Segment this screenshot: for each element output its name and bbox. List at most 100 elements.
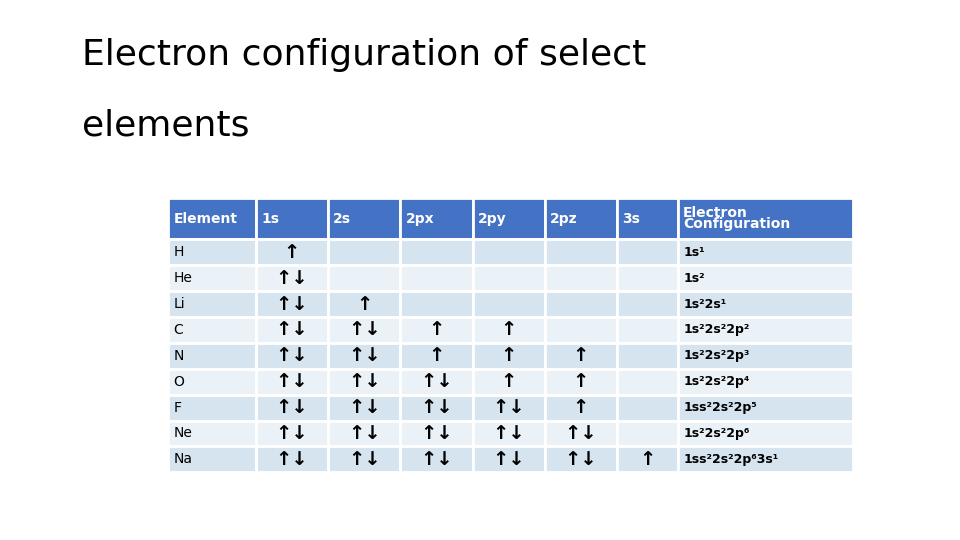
- Text: ↑: ↑: [573, 372, 589, 391]
- Text: Electron: Electron: [684, 206, 748, 220]
- Text: He: He: [174, 271, 192, 285]
- Bar: [255, 198, 328, 239]
- Bar: [617, 317, 678, 343]
- Text: ↑↓: ↑↓: [420, 398, 453, 417]
- Text: ↑: ↑: [573, 346, 589, 365]
- Bar: [545, 369, 617, 395]
- Text: Na: Na: [174, 453, 193, 467]
- Text: 1s²2s²2p³: 1s²2s²2p³: [684, 349, 750, 362]
- Bar: [545, 343, 617, 369]
- Text: ↑: ↑: [500, 346, 516, 365]
- Text: N: N: [174, 349, 184, 363]
- Bar: [328, 395, 400, 421]
- Bar: [400, 421, 472, 447]
- Bar: [545, 317, 617, 343]
- Text: ↑↓: ↑↓: [276, 346, 308, 365]
- Bar: [400, 369, 472, 395]
- Text: Element: Element: [174, 212, 237, 226]
- Text: ↑: ↑: [428, 320, 444, 340]
- Text: ↑↓: ↑↓: [276, 424, 308, 443]
- Bar: [255, 291, 328, 317]
- Bar: [328, 317, 400, 343]
- Text: ↑↓: ↑↓: [348, 450, 380, 469]
- Text: ↑↓: ↑↓: [276, 268, 308, 288]
- Bar: [168, 265, 255, 291]
- Bar: [168, 369, 255, 395]
- Bar: [617, 343, 678, 369]
- Text: elements: elements: [82, 108, 249, 142]
- Bar: [678, 343, 852, 369]
- Bar: [400, 265, 472, 291]
- Text: 2s: 2s: [333, 212, 351, 226]
- Bar: [678, 291, 852, 317]
- Text: Li: Li: [174, 297, 185, 311]
- Bar: [255, 239, 328, 265]
- Text: ↑↓: ↑↓: [348, 346, 380, 365]
- Text: ↑↓: ↑↓: [348, 320, 380, 340]
- Bar: [617, 369, 678, 395]
- Bar: [617, 265, 678, 291]
- Bar: [400, 239, 472, 265]
- Text: ↑↓: ↑↓: [276, 320, 308, 340]
- Text: ↑↓: ↑↓: [564, 450, 597, 469]
- Text: ↑↓: ↑↓: [564, 424, 597, 443]
- Bar: [472, 198, 545, 239]
- Text: ↑: ↑: [500, 372, 516, 391]
- Bar: [328, 369, 400, 395]
- Bar: [400, 395, 472, 421]
- Bar: [472, 265, 545, 291]
- Text: 1s¹: 1s¹: [684, 246, 705, 259]
- Bar: [545, 239, 617, 265]
- Text: ↑↓: ↑↓: [276, 398, 308, 417]
- Text: ↑↓: ↑↓: [276, 372, 308, 391]
- Bar: [400, 317, 472, 343]
- Bar: [617, 198, 678, 239]
- Bar: [328, 343, 400, 369]
- Text: 3s: 3s: [622, 212, 640, 226]
- Text: 2pz: 2pz: [550, 212, 578, 226]
- Bar: [545, 421, 617, 447]
- Bar: [472, 369, 545, 395]
- Text: ↑↓: ↑↓: [276, 294, 308, 314]
- Text: ↑: ↑: [500, 320, 516, 340]
- Bar: [255, 421, 328, 447]
- Bar: [472, 447, 545, 472]
- Bar: [328, 265, 400, 291]
- Text: 2px: 2px: [405, 212, 434, 226]
- Bar: [328, 291, 400, 317]
- Bar: [472, 317, 545, 343]
- Bar: [328, 447, 400, 472]
- Bar: [678, 395, 852, 421]
- Text: C: C: [174, 323, 183, 337]
- Bar: [168, 421, 255, 447]
- Bar: [168, 317, 255, 343]
- Bar: [168, 447, 255, 472]
- Text: ↑: ↑: [573, 398, 589, 417]
- Text: ↑: ↑: [428, 346, 444, 365]
- Bar: [255, 343, 328, 369]
- Text: ↑↓: ↑↓: [276, 450, 308, 469]
- Bar: [472, 421, 545, 447]
- Bar: [255, 447, 328, 472]
- Bar: [545, 395, 617, 421]
- Bar: [472, 395, 545, 421]
- Bar: [255, 369, 328, 395]
- Text: ↑: ↑: [356, 294, 372, 314]
- Bar: [168, 395, 255, 421]
- Text: ↑↓: ↑↓: [420, 372, 453, 391]
- Text: Electron configuration of select: Electron configuration of select: [82, 38, 646, 72]
- Text: 1s²2s²2p⁶: 1s²2s²2p⁶: [684, 427, 750, 440]
- Bar: [617, 421, 678, 447]
- Bar: [678, 239, 852, 265]
- Text: 1ss²2s²2p⁶3s¹: 1ss²2s²2p⁶3s¹: [684, 453, 779, 466]
- Text: F: F: [174, 401, 181, 415]
- Bar: [400, 343, 472, 369]
- Text: H: H: [174, 245, 184, 259]
- Bar: [400, 291, 472, 317]
- Bar: [255, 265, 328, 291]
- Text: ↑↓: ↑↓: [348, 372, 380, 391]
- Bar: [472, 343, 545, 369]
- Text: ↑: ↑: [284, 242, 300, 262]
- Bar: [472, 239, 545, 265]
- Bar: [472, 291, 545, 317]
